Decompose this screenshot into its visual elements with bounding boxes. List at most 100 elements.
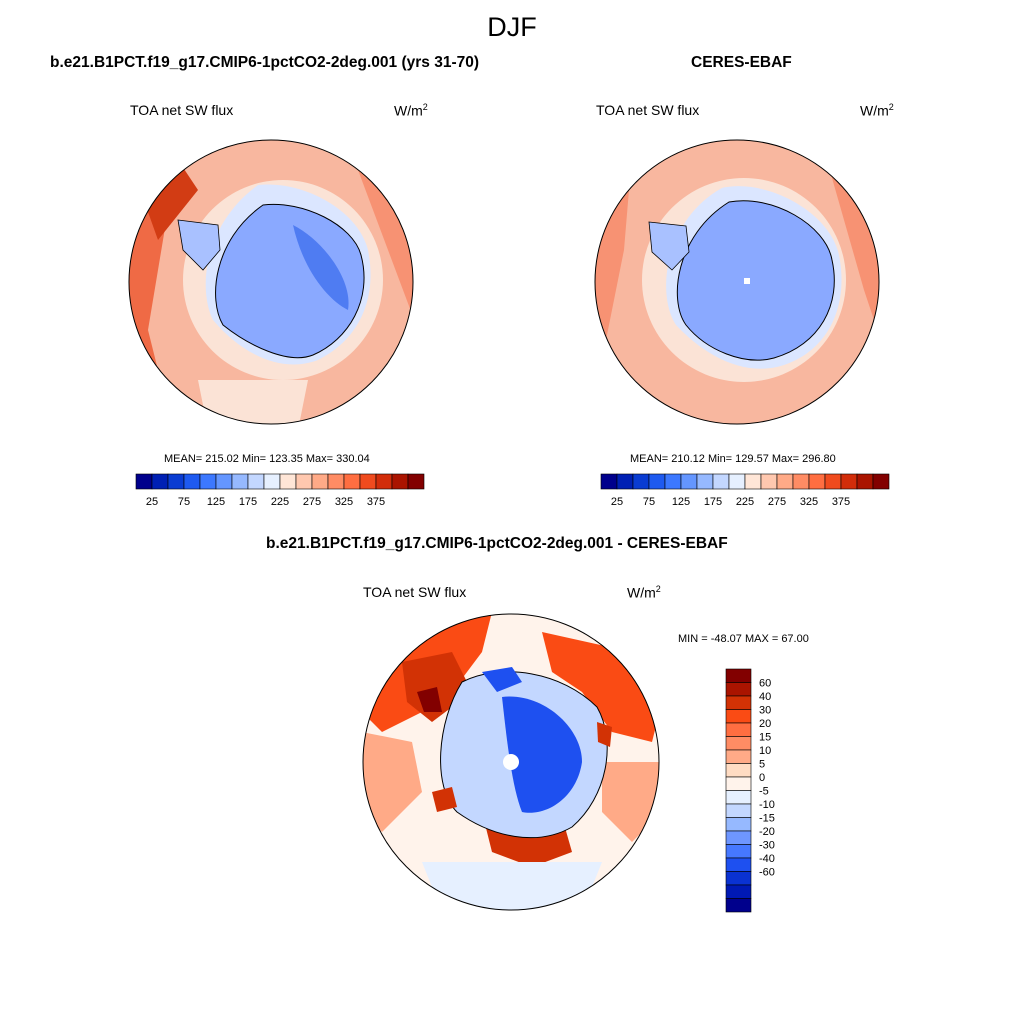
panel-3-colorbar-cell (725, 871, 752, 886)
panel-2-colorbar-tick-label: 375 (832, 496, 850, 508)
panel-1-colorbar-cell (263, 473, 281, 490)
panel-3-colorbar-tick-label: 20 (759, 718, 771, 730)
panel-3-colorbar-cell (725, 803, 752, 818)
panel-1-colorbar-cell (247, 473, 265, 490)
panel-3-colorbar-tick-label: 40 (759, 691, 771, 703)
panel-1-title: b.e21.B1PCT.f19_g17.CMIP6-1pctCO2-2deg.0… (50, 54, 480, 71)
panel-3-colorbar-cell (725, 749, 752, 764)
panel-2-polar-map (594, 139, 880, 425)
panel-1-colorbar-cell (215, 473, 233, 490)
panel-3-colorbar-cell (725, 695, 752, 710)
panel-2-colorbar-tick-label: 125 (672, 496, 690, 508)
panel-3-colorbar-cell (725, 736, 752, 751)
panel-3-colorbar-tick-label: 5 (759, 759, 765, 771)
panel-3-colorbar-tick-label: 30 (759, 705, 771, 717)
panel-2-colorbar-cell (856, 473, 874, 490)
panel-2-colorbar-cell (696, 473, 714, 490)
panel-3-colorbar-tick-label: 0 (759, 772, 765, 784)
panel-3-colorbar-cell (725, 830, 752, 845)
panel-2-colorbar-cell (632, 473, 650, 490)
panel-3-colorbar-cell (725, 763, 752, 778)
panel-2-colorbar-cell (792, 473, 810, 490)
panel-2-colorbar-tick-label: 25 (611, 496, 623, 508)
panel-3-colorbar-cell (725, 790, 752, 805)
panel-3-units-label: W/m2 (627, 584, 661, 601)
panel-1-colorbar-tick-label: 375 (367, 496, 385, 508)
panel-1-colorbar-cell (151, 473, 169, 490)
panel-2-colorbar-cell (680, 473, 698, 490)
panel-3-colorbar-tick-label: -20 (759, 826, 775, 838)
panel-3-colorbar-tick-label: 60 (759, 678, 771, 690)
panel-1-colorbar-cell (359, 473, 377, 490)
panel-1-colorbar-cell (343, 473, 361, 490)
panel-2-stats: MEAN= 210.12 Min= 129.57 Max= 296.80 (630, 453, 836, 465)
panel-2-colorbar-cell (760, 473, 778, 490)
panel-1-colorbar-tick-label: 225 (271, 496, 289, 508)
panel-3-colorbar-cell (725, 682, 752, 697)
panel-1-colorbar-cell (167, 473, 185, 490)
panel-3-colorbar-tick-label: -10 (759, 799, 775, 811)
panel-1-colorbar: 25 75 125 175 225 275 325 375 (135, 473, 425, 508)
panel-1-units-label: W/m2 (394, 102, 428, 119)
panel-3-colorbar-tick-label: 15 (759, 732, 771, 744)
panel-2-colorbar-tick-label: 325 (800, 496, 818, 508)
panel-3-colorbar-tick-label: -5 (759, 786, 769, 798)
panel-1-colorbar-tick-label: 25 (146, 496, 158, 508)
panel-1-polar-map (128, 139, 414, 425)
panel-1-colorbar-tick-label: 275 (303, 496, 321, 508)
panel-2-colorbar-cell (824, 473, 842, 490)
panel-1-colorbar-cell (311, 473, 329, 490)
panel-1-colorbar-cell (183, 473, 201, 490)
panel-2-colorbar-cell (744, 473, 762, 490)
panel-1-colorbar-cell (135, 473, 153, 490)
panel-2-variable-label: TOA net SW flux (596, 102, 700, 118)
panel-2-colorbar-cell (872, 473, 890, 490)
panel-3-colorbar-cell (725, 668, 752, 683)
antarctica-landmass (215, 203, 365, 359)
panel-3-colorbar-cell (725, 709, 752, 724)
page-title: DJF (487, 12, 537, 42)
panel-2-colorbar-tick-label: 75 (643, 496, 655, 508)
panel-2-colorbar-tick-label: 175 (704, 496, 722, 508)
panel-2-colorbar-cell (728, 473, 746, 490)
panel-3-variable-label: TOA net SW flux (363, 584, 467, 600)
panel-3-colorbar-tick-label: -40 (759, 853, 775, 865)
panel-3-minmax: MIN = -48.07 MAX = 67.00 (678, 633, 809, 645)
panel-2-colorbar-cell (840, 473, 858, 490)
panel-2-colorbar-cell (600, 473, 618, 490)
panel-1-colorbar-cell (279, 473, 297, 490)
panel-3-colorbar-cell (725, 857, 752, 872)
panel-1-colorbar-cell (295, 473, 313, 490)
panel-3-colorbar-cell (725, 898, 752, 913)
panel-1-colorbar-cell (231, 473, 249, 490)
panel-1-colorbar-cell (327, 473, 345, 490)
panel-2-title: CERES-EBAF (691, 54, 792, 71)
panel-3-colorbar-cell (725, 776, 752, 791)
panel-3-colorbar-tick-label: -60 (759, 867, 775, 879)
panel-2-colorbar-cell (776, 473, 794, 490)
panel-3-colorbar-cell (725, 884, 752, 899)
panel-1-colorbar-cell (199, 473, 217, 490)
panel-1-variable-label: TOA net SW flux (130, 102, 234, 118)
panel-1-colorbar-cell (407, 473, 425, 490)
panel-1-colorbar-cell (375, 473, 393, 490)
panel-2-colorbar-cell (808, 473, 826, 490)
panel-3-colorbar-cell (725, 722, 752, 737)
panel-2-colorbar-cell (616, 473, 634, 490)
panel-3-colorbar-tick-label: -30 (759, 840, 775, 852)
panel-3-colorbar-tick-label: -15 (759, 813, 775, 825)
panel-2-units-label: W/m2 (860, 102, 894, 119)
panel-1-colorbar-tick-label: 175 (239, 496, 257, 508)
panel-3-title: b.e21.B1PCT.f19_g17.CMIP6-1pctCO2-2deg.0… (266, 535, 728, 552)
panel-1-colorbar-tick-label: 75 (178, 496, 190, 508)
panel-1-colorbar-tick-label: 325 (335, 496, 353, 508)
panel-2-colorbar-tick-label: 225 (736, 496, 754, 508)
panel-2-colorbar-cell (712, 473, 730, 490)
panel-2-colorbar-cell (648, 473, 666, 490)
panel-3-polar-map (362, 613, 660, 911)
panel-1-stats: MEAN= 215.02 Min= 123.35 Max= 330.04 (164, 453, 370, 465)
panel-2-colorbar: 25 75 125 175 225 275 325 375 (600, 473, 890, 508)
antarctica-landmass (676, 200, 835, 361)
panel-3-colorbar-tick-label: 10 (759, 745, 771, 757)
